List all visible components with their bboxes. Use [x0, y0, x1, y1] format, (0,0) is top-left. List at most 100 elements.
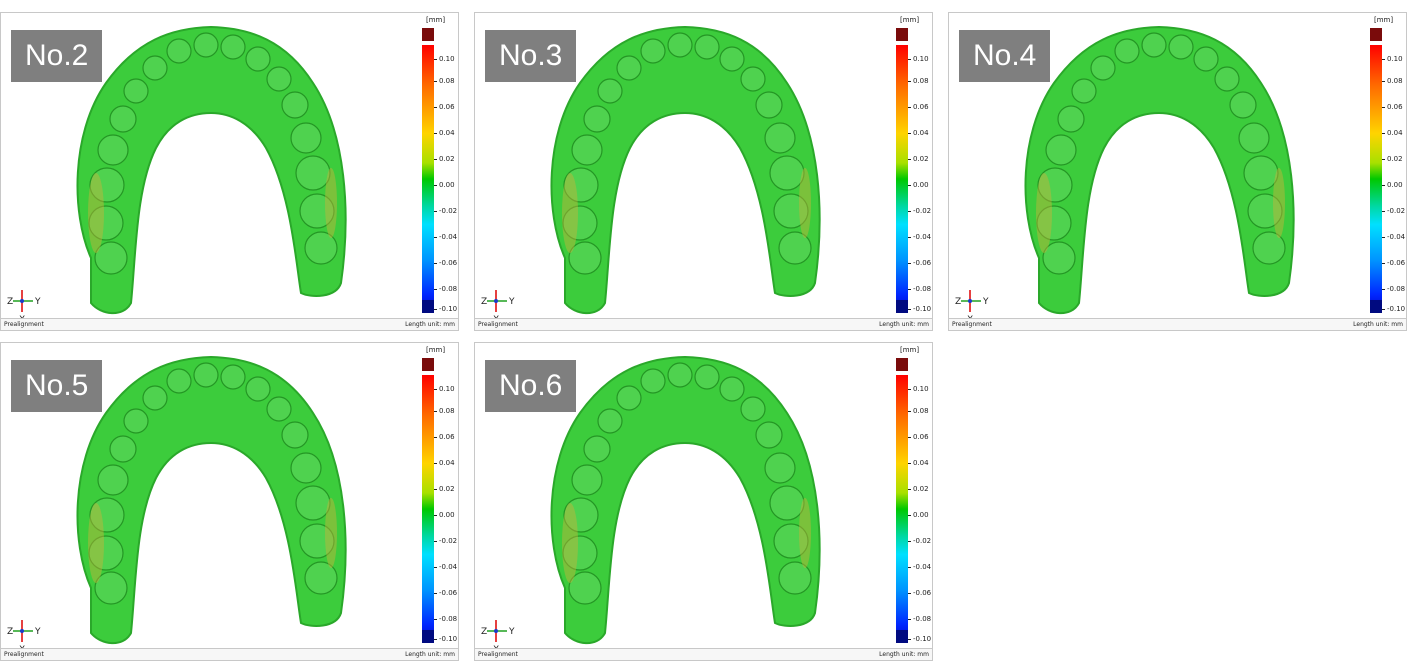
scale-over-swatch — [896, 358, 908, 371]
status-length-unit: Length unit: mm — [879, 321, 929, 328]
axis-z-label: Z — [7, 627, 13, 637]
axis-y-label: Y — [508, 627, 515, 637]
status-length-unit: Length unit: mm — [1353, 321, 1403, 328]
scale-tick-label: 0.10 — [434, 55, 455, 63]
scale-tick-label: 0.02 — [1382, 155, 1403, 163]
scale-tick-label: 0.00 — [908, 181, 929, 189]
warm-deviation-areas — [88, 168, 337, 253]
scale-tick-label: -0.08 — [907, 285, 932, 293]
scale-tick-label: 0.10 — [1382, 55, 1403, 63]
sample-label: No.6 — [485, 360, 577, 412]
status-length-unit: Length unit: mm — [405, 651, 455, 658]
jaw-scan-heatmap — [76, 25, 347, 315]
color-scale-legend: [mm] 0.10 0.08 0.06 0.04 0.02 0.00 -0.02 -0.04 -… — [893, 13, 932, 323]
scale-tick-label: -0.10 — [433, 635, 458, 643]
axis-z-label: Z — [7, 297, 13, 307]
deviation-panel-2: No.2 [mm] 0.10 0.08 0.06 0.04 0.02 0.00 -0.02 -… — [0, 12, 459, 331]
scale-unit: [mm] — [900, 16, 920, 24]
warm-deviation-areas — [562, 168, 811, 253]
scale-tick-label: 0.08 — [1382, 77, 1403, 85]
scale-under-swatch — [896, 300, 908, 313]
scale-tick-label: 0.06 — [1382, 103, 1403, 111]
scale-tick-label: -0.10 — [907, 635, 932, 643]
scale-tick-label: 0.04 — [908, 129, 929, 137]
status-length-unit: Length unit: mm — [879, 651, 929, 658]
status-bar: Prealignment Length unit: mm — [949, 318, 1406, 330]
scale-under-swatch — [1370, 300, 1382, 313]
scale-tick-label: -0.10 — [433, 305, 458, 313]
axis-z-label: Z — [481, 627, 487, 637]
scale-tick-label: 0.10 — [434, 385, 455, 393]
scale-unit: [mm] — [426, 16, 446, 24]
axis-y-label: Y — [982, 297, 989, 307]
status-prealignment: Prealignment — [478, 651, 518, 658]
scale-tick-label: -0.04 — [433, 233, 458, 241]
scale-tick-label: -0.08 — [907, 615, 932, 623]
scale-over-swatch — [422, 28, 434, 41]
scale-tick-label: 0.02 — [908, 155, 929, 163]
scale-tick-label: 0.06 — [908, 433, 929, 441]
scale-gradient — [1370, 45, 1382, 313]
axis-z-label: Z — [481, 297, 487, 307]
scale-gradient — [422, 375, 434, 643]
teeth — [562, 32, 812, 275]
scale-tick-label: 0.04 — [434, 459, 455, 467]
axis-z-label: Z — [955, 297, 961, 307]
status-bar: Prealignment Length unit: mm — [1, 318, 458, 330]
scale-tick-label: -0.04 — [907, 563, 932, 571]
scale-tick-label: 0.10 — [908, 55, 929, 63]
scale-tick-label: -0.10 — [907, 305, 932, 313]
scale-over-swatch — [896, 28, 908, 41]
color-scale-legend: [mm] 0.10 0.08 0.06 0.04 0.02 0.00 -0.02 -0.04 -… — [1367, 13, 1406, 323]
teeth — [88, 32, 338, 275]
scale-tick-label: 0.10 — [908, 385, 929, 393]
scale-tick-label: -0.08 — [1381, 285, 1406, 293]
scale-tick-label: 0.00 — [1382, 181, 1403, 189]
scale-tick-label: 0.04 — [1382, 129, 1403, 137]
scale-tick-label: 0.08 — [908, 77, 929, 85]
scale-tick-label: 0.08 — [434, 407, 455, 415]
jaw-scan-heatmap — [550, 355, 821, 645]
axis-y-label: Y — [34, 297, 41, 307]
scale-unit: [mm] — [900, 346, 920, 354]
status-bar: Prealignment Length unit: mm — [1, 648, 458, 660]
scale-tick-label: -0.06 — [433, 259, 458, 267]
scale-under-swatch — [896, 630, 908, 643]
sample-label: No.4 — [959, 30, 1051, 82]
scale-tick-label: -0.04 — [1381, 233, 1406, 241]
status-prealignment: Prealignment — [478, 321, 518, 328]
scale-tick-label: -0.04 — [433, 563, 458, 571]
status-bar: Prealignment Length unit: mm — [475, 648, 932, 660]
scale-tick-label: 0.06 — [434, 433, 455, 441]
color-scale-legend: [mm] 0.10 0.08 0.06 0.04 0.02 0.00 -0.02 -0.04 -… — [419, 13, 458, 323]
scale-tick-label: 0.02 — [434, 485, 455, 493]
scale-tick-label: 0.06 — [434, 103, 455, 111]
scale-tick-label: 0.02 — [434, 155, 455, 163]
scale-tick-label: -0.02 — [433, 537, 458, 545]
warm-deviation-areas — [562, 498, 811, 583]
teeth — [88, 362, 338, 605]
status-bar: Prealignment Length unit: mm — [475, 318, 932, 330]
scale-tick-label: -0.02 — [1381, 207, 1406, 215]
scale-tick-label: 0.00 — [434, 181, 455, 189]
scale-tick-label: -0.02 — [907, 207, 932, 215]
scale-gradient — [896, 45, 908, 313]
scale-tick-label: 0.00 — [434, 511, 455, 519]
teeth — [562, 362, 812, 605]
scale-unit: [mm] — [426, 346, 446, 354]
sample-label: No.5 — [11, 360, 103, 412]
warm-deviation-areas — [1036, 168, 1285, 253]
scale-tick-label: -0.06 — [907, 589, 932, 597]
scale-tick-label: 0.04 — [908, 459, 929, 467]
status-length-unit: Length unit: mm — [405, 321, 455, 328]
jaw-scan-heatmap — [76, 355, 347, 645]
deviation-panel-4: No.4 [mm] 0.10 0.08 0.06 0.04 0.02 0.00 -0.02 -… — [948, 12, 1407, 331]
scale-tick-label: 0.04 — [434, 129, 455, 137]
sample-label: No.3 — [485, 30, 577, 82]
scale-tick-label: -0.02 — [433, 207, 458, 215]
scale-tick-label: -0.06 — [1381, 259, 1406, 267]
status-prealignment: Prealignment — [4, 321, 44, 328]
scale-tick-label: -0.04 — [907, 233, 932, 241]
scale-tick-label: -0.06 — [907, 259, 932, 267]
sample-label: No.2 — [11, 30, 103, 82]
